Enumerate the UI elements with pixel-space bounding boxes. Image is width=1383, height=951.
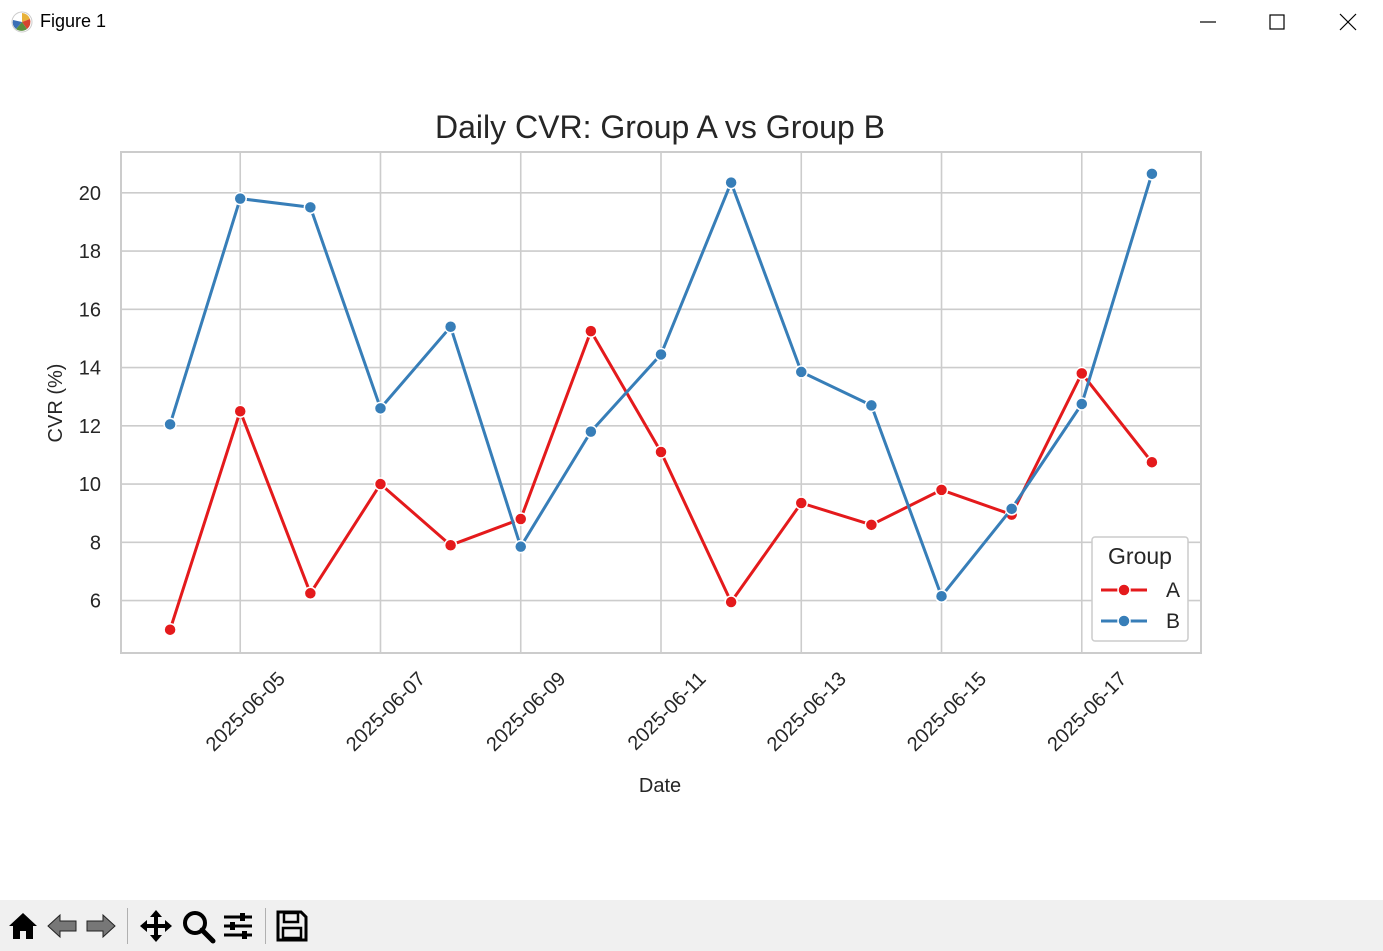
data-point xyxy=(724,175,738,190)
data-point xyxy=(233,404,247,418)
y-tick-label: 12 xyxy=(79,416,101,438)
matplotlib-icon xyxy=(11,11,33,33)
y-tick-label: 6 xyxy=(90,591,101,613)
toolbar-separator xyxy=(127,908,128,944)
x-tick-labels: 2025-06-05 2025-06-07 2025-06-09 2025-06-11… xyxy=(202,668,1131,756)
data-point xyxy=(864,518,879,532)
data-point xyxy=(163,417,177,432)
figure-canvas[interactable]: Daily CVR: Group A vs Group B 6 8 10 12 14 16… xyxy=(0,44,1383,900)
legend: Group AB xyxy=(1091,536,1189,642)
navigation-toolbar xyxy=(0,900,1383,951)
close-button[interactable] xyxy=(1313,0,1383,44)
legend-label: A xyxy=(1166,579,1180,602)
window-titlebar: Figure 1 xyxy=(0,0,1383,44)
data-point xyxy=(1145,455,1159,469)
data-point xyxy=(303,200,318,215)
data-point xyxy=(584,324,598,338)
x-tick-label: 2025-06-13 xyxy=(763,668,851,756)
pan-button[interactable] xyxy=(138,908,174,944)
x-axis-label: Date xyxy=(639,775,681,797)
data-point xyxy=(794,365,809,379)
y-axis-label: CVR (%) xyxy=(45,364,67,443)
maximize-icon xyxy=(1269,14,1285,30)
window-title: Figure 1 xyxy=(40,11,107,31)
data-point xyxy=(1075,397,1089,411)
data-point xyxy=(654,445,668,459)
legend-title: Group xyxy=(1108,543,1172,569)
data-point xyxy=(934,483,949,497)
x-tick-label: 2025-06-17 xyxy=(1043,668,1131,756)
forward-button[interactable] xyxy=(83,908,119,944)
data-point xyxy=(654,347,668,362)
data-point xyxy=(724,595,738,609)
data-point xyxy=(864,398,879,413)
legend-entry: A xyxy=(1101,579,1180,602)
y-tick-labels: 6 8 10 12 14 16 18 20 xyxy=(79,183,101,613)
configure-subplots-button[interactable] xyxy=(220,908,256,944)
data-point xyxy=(584,424,598,439)
data-point xyxy=(1075,366,1089,381)
home-icon xyxy=(9,913,37,939)
back-icon xyxy=(47,913,77,939)
zoom-button[interactable] xyxy=(180,908,216,944)
data-point xyxy=(513,539,528,554)
data-point xyxy=(373,401,388,416)
data-point xyxy=(303,586,318,601)
minimize-button[interactable] xyxy=(1173,0,1243,44)
x-tick-label: 2025-06-15 xyxy=(903,668,991,756)
home-button[interactable] xyxy=(5,908,41,944)
series-B xyxy=(163,167,1159,603)
x-tick-label: 2025-06-07 xyxy=(342,668,430,756)
configure-subplots-icon xyxy=(224,913,252,939)
data-point xyxy=(794,496,809,510)
maximize-button[interactable] xyxy=(1242,0,1312,44)
axes-frame xyxy=(120,151,1202,654)
forward-icon xyxy=(86,913,116,939)
y-tick-label: 10 xyxy=(79,474,101,496)
pan-icon xyxy=(140,910,172,942)
y-tick-label: 14 xyxy=(79,358,101,380)
zoom-icon xyxy=(183,911,216,944)
data-point xyxy=(1004,502,1019,516)
back-button[interactable] xyxy=(44,908,80,944)
save-icon xyxy=(276,910,308,942)
data-point xyxy=(163,622,177,637)
y-tick-label: 16 xyxy=(79,299,101,321)
line-chart: Daily CVR: Group A vs Group B 6 8 10 12 14 16… xyxy=(45,109,1202,797)
data-point xyxy=(513,512,528,526)
data-point xyxy=(233,191,247,206)
data-point xyxy=(443,538,458,552)
legend-entries: AB xyxy=(1101,579,1180,633)
grid-lines xyxy=(121,152,1201,653)
chart-title: Daily CVR: Group A vs Group B xyxy=(435,109,885,145)
minimize-icon xyxy=(1200,21,1216,23)
close-icon xyxy=(1339,13,1357,31)
y-tick-label: 20 xyxy=(79,183,101,205)
toolbar-separator xyxy=(265,908,266,944)
legend-entry: B xyxy=(1101,610,1180,633)
y-tick-label: 8 xyxy=(90,532,101,554)
data-point xyxy=(443,320,458,334)
legend-label: B xyxy=(1166,610,1180,633)
data-point xyxy=(373,477,388,491)
x-tick-label: 2025-06-09 xyxy=(482,668,570,756)
series-layer xyxy=(163,167,1159,637)
x-tick-label: 2025-06-05 xyxy=(202,668,290,756)
y-tick-label: 18 xyxy=(79,241,101,263)
save-button[interactable] xyxy=(274,908,310,944)
x-tick-label: 2025-06-11 xyxy=(624,668,711,755)
legend-marker xyxy=(1117,583,1131,597)
series-A xyxy=(163,324,1159,637)
data-point xyxy=(1145,167,1159,181)
legend-marker xyxy=(1117,614,1131,628)
data-point xyxy=(934,589,949,603)
